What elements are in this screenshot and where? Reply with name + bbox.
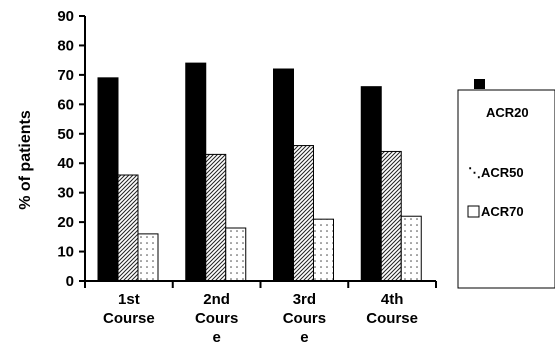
x-tick-label: 4th Course <box>366 291 418 327</box>
y-tick-label: 80 <box>57 37 74 54</box>
bar-acr20-4 <box>360 86 382 282</box>
bar-acr70-4 <box>400 215 422 282</box>
y-tick-label: 30 <box>57 185 74 202</box>
bar-acr70-3 <box>313 218 334 282</box>
y-tick-label: 40 <box>57 155 74 172</box>
legend-label-acr50: ACR50 <box>481 165 524 180</box>
legend: ACR20 ⋱ ACR50 ACR70 <box>457 79 555 289</box>
legend-swatch-acr20 <box>474 79 485 89</box>
bar-acr50-1 <box>117 174 139 282</box>
bar-acr20-2 <box>185 62 207 282</box>
x-tick-label: 3rd Cours e <box>283 291 326 346</box>
legend-box <box>457 89 555 289</box>
bar-acr70-1 <box>137 233 159 282</box>
bar-acr20-3 <box>273 68 294 282</box>
y-tick-label: 10 <box>57 244 74 261</box>
legend-label-acr70: ACR70 <box>481 204 524 219</box>
bar-acr20-1 <box>97 77 119 282</box>
y-tick-label: 60 <box>57 96 74 113</box>
y-tick-label: 20 <box>57 214 74 231</box>
x-tick-label: 1st Course <box>103 291 155 327</box>
y-tick-label: 0 <box>66 273 74 290</box>
legend-label-acr20: ACR20 <box>486 105 529 120</box>
bar-acr50-3 <box>293 145 314 282</box>
bar-acr50-4 <box>380 150 402 282</box>
y-axis-label: % of patients <box>17 110 34 210</box>
y-axis: 0 10 20 30 40 50 60 70 80 90 <box>57 8 85 290</box>
y-tick-label: 50 <box>57 126 74 143</box>
bar-acr70-2 <box>225 227 247 282</box>
y-tick-label: 90 <box>57 8 74 25</box>
y-tick-label: 70 <box>57 67 74 84</box>
bar-series <box>97 62 422 282</box>
x-axis: 1st Course 2nd Cours e 3rd Cours e 4th Course <box>84 281 437 346</box>
bar-acr50-2 <box>205 153 227 282</box>
legend-swatch-acr70 <box>467 205 480 218</box>
x-tick-label: 2nd Cours e <box>195 291 238 346</box>
legend-marker-acr50: ⋱ <box>468 165 481 180</box>
